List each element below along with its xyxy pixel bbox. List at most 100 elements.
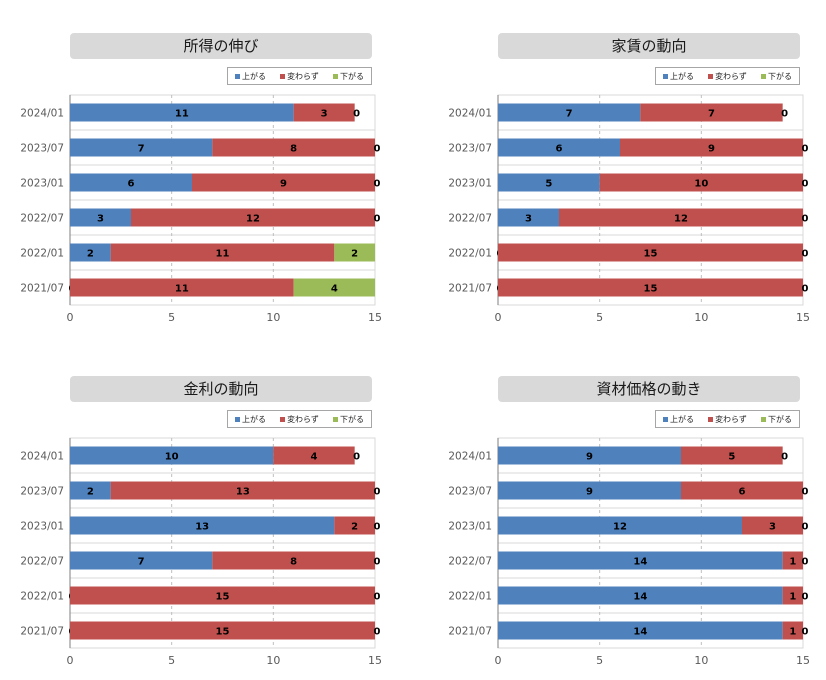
y-tick-label: 2024/01: [448, 451, 492, 463]
bar-segment-same: [782, 621, 803, 640]
data-label-down: 0: [353, 109, 360, 120]
chart-legend: 上がる 変わらず 下がる: [655, 67, 800, 85]
legend-swatch-same: [280, 73, 286, 79]
bar-segment-up: [70, 446, 274, 465]
data-label-down: 0: [374, 179, 381, 190]
data-label-same: 8: [290, 144, 297, 155]
legend-item-down: 下がる: [332, 414, 364, 425]
chart-panel-interest: 金利の動向 上がる 変わらず 下がる 0 5 10 15 2024/01 10 4 0 2023…: [0, 343, 413, 680]
y-tick-label: 2021/07: [448, 283, 492, 295]
legend-item-down: 下がる: [332, 71, 364, 82]
legend-item-up: 上がる: [235, 71, 266, 82]
data-label-up: 3: [525, 214, 532, 225]
x-tick-label: 10: [266, 654, 280, 667]
bar-segment-up: [70, 208, 131, 227]
chart-title: 金利の動向: [70, 376, 372, 402]
chart-legend: 上がる 変わらず 下がる: [655, 410, 800, 428]
data-label-down: 2: [351, 249, 358, 260]
bar-segment-same: [640, 103, 783, 122]
bar-segment-up: [498, 586, 783, 605]
y-tick-label: 2022/01: [448, 591, 492, 603]
x-tick-label: 0: [495, 311, 502, 324]
bar-segment-same: [559, 208, 803, 227]
bar-segment-up: [70, 481, 111, 500]
data-label-down: 0: [802, 592, 809, 603]
data-label-up: 13: [195, 522, 209, 533]
data-label-down: 0: [374, 557, 381, 568]
data-label-same: 3: [321, 109, 328, 120]
bar-segment-up: [498, 621, 783, 640]
legend-item-down: 下がる: [760, 414, 792, 425]
legend-item-same: 変わらず: [708, 71, 747, 82]
bar-segment-same: [681, 481, 803, 500]
bar-segment-up: [70, 516, 335, 535]
x-tick-label: 10: [694, 311, 708, 324]
data-label-same: 1: [789, 557, 796, 568]
legend-item-down: 下がる: [760, 71, 792, 82]
data-label-up: 14: [633, 627, 647, 638]
y-tick-label: 2023/07: [448, 143, 492, 155]
bar-segment-up: [498, 481, 681, 500]
x-tick-label: 0: [495, 654, 502, 667]
chart-panel-rent: 家賃の動向 上がる 変わらず 下がる 0 5 10 15 2024/01 7 7 0 2023/…: [428, 0, 826, 337]
bar-segment-up: [70, 138, 213, 157]
chart-panel-materials: 資材価格の動き 上がる 変わらず 下がる 0 5 10 15 2024/01 9 5 0 202…: [428, 343, 826, 680]
x-tick-label: 10: [694, 654, 708, 667]
y-tick-label: 2021/07: [20, 626, 64, 638]
legend-swatch-up: [663, 416, 669, 422]
data-label-same: 15: [216, 592, 230, 603]
data-label-down: 0: [781, 452, 788, 463]
data-label-up: 10: [165, 452, 179, 463]
data-label-up: 7: [138, 557, 145, 568]
bar-chart: 0 5 10 15 2024/01 7 7 0 2023/07 6 9 0 2023/01 5 10 0 202…: [448, 94, 810, 324]
data-label-same: 9: [708, 144, 715, 155]
bar-segment-up: [498, 138, 620, 157]
bar-segment-same: [212, 551, 375, 570]
bar-segment-up: [498, 103, 641, 122]
y-tick-label: 2023/07: [20, 143, 64, 155]
data-label-same: 4: [311, 452, 318, 463]
bar-segment-same: [742, 516, 803, 535]
data-label-up: 12: [613, 522, 627, 533]
y-tick-label: 2024/01: [448, 108, 492, 120]
data-label-same: 8: [290, 557, 297, 568]
data-label-up: 6: [556, 144, 563, 155]
data-label-same: 15: [216, 627, 230, 638]
legend-label-up: 上がる: [670, 414, 695, 424]
x-tick-label: 0: [67, 311, 74, 324]
x-tick-label: 5: [596, 311, 603, 324]
legend-item-same: 変わらず: [708, 414, 747, 425]
y-tick-label: 2021/07: [20, 283, 64, 295]
chart-legend: 上がる 変わらず 下がる: [227, 67, 372, 85]
x-tick-label: 15: [796, 311, 810, 324]
x-tick-label: 5: [596, 654, 603, 667]
legend-label-down: 下がる: [767, 414, 792, 424]
y-tick-label: 2023/01: [20, 178, 64, 190]
data-label-same: 6: [739, 487, 746, 498]
data-label-up: 7: [138, 144, 145, 155]
data-label-same: 7: [708, 109, 715, 120]
bar-segment-same: [70, 586, 375, 605]
bar-segment-same: [620, 138, 803, 157]
legend-swatch-down: [760, 416, 766, 422]
y-tick-label: 2022/01: [448, 248, 492, 260]
bar-segment-same: [334, 516, 375, 535]
legend-label-same: 変わらず: [715, 71, 747, 81]
bar-segment-up: [498, 208, 559, 227]
bar-segment-up: [70, 243, 111, 262]
data-label-same: 15: [644, 249, 658, 260]
legend-label-same: 変わらず: [287, 414, 319, 424]
data-label-up: 6: [128, 179, 135, 190]
bar-segment-same: [498, 243, 803, 262]
data-label-same: 12: [246, 214, 260, 225]
data-label-up: 7: [566, 109, 573, 120]
legend-swatch-up: [663, 73, 669, 79]
data-label-same: 11: [216, 249, 230, 260]
data-label-same: 1: [789, 627, 796, 638]
x-tick-label: 15: [796, 654, 810, 667]
bar-segment-up: [498, 516, 742, 535]
legend-label-down: 下がる: [767, 71, 792, 81]
bar-segment-same: [110, 243, 335, 262]
data-label-down: 0: [374, 487, 381, 498]
